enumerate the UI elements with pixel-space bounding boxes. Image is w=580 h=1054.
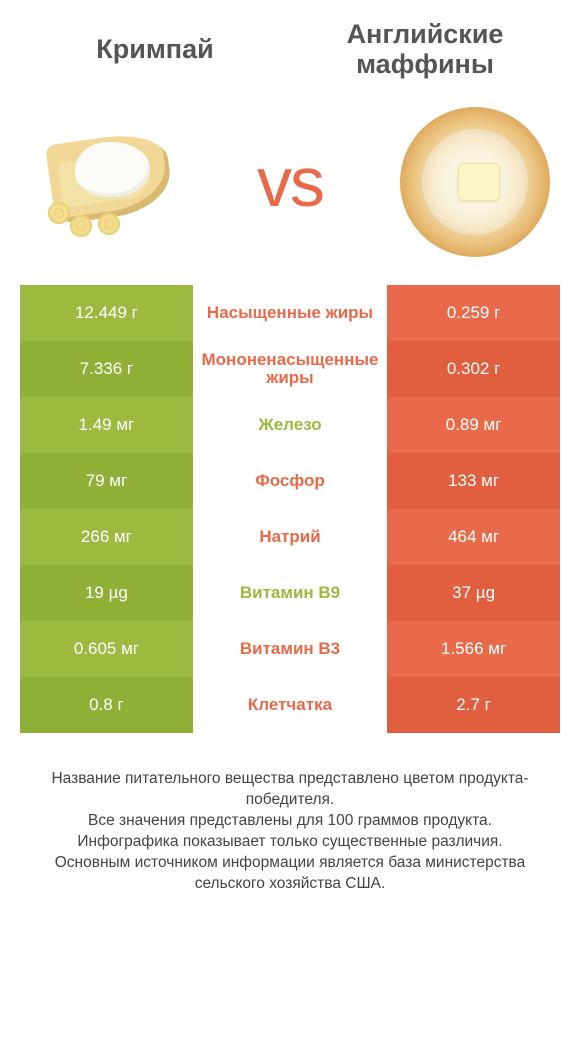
value-right: 37 µg <box>387 565 560 621</box>
value-left: 0.8 г <box>20 677 193 733</box>
nutrient-label: Насыщенные жиры <box>193 285 387 341</box>
value-right: 2.7 г <box>387 677 560 733</box>
hero-row: vs <box>20 97 560 267</box>
value-left: 79 мг <box>20 453 193 509</box>
value-right: 464 мг <box>387 509 560 565</box>
infographic: Кримпай Английские маффины vs 12.449 гНа… <box>0 0 580 925</box>
food-left-image <box>20 97 190 267</box>
nutrient-label: Витамин B9 <box>193 565 387 621</box>
value-left: 0.605 мг <box>20 621 193 677</box>
food-right-image <box>390 97 560 267</box>
table-row: 266 мгНатрий464 мг <box>20 509 560 565</box>
table-row: 1.49 мгЖелезо0.89 мг <box>20 397 560 453</box>
cream-pie-icon <box>20 107 190 257</box>
nutrient-label: Натрий <box>193 509 387 565</box>
value-right: 0.302 г <box>387 341 560 397</box>
nutrient-label: Мононенасыщенные жиры <box>193 341 387 397</box>
value-left: 266 мг <box>20 509 193 565</box>
footnote: Название питательного вещества представл… <box>20 769 560 895</box>
table-row: 0.605 мгВитамин B31.566 мг <box>20 621 560 677</box>
value-left: 12.449 г <box>20 285 193 341</box>
value-right: 1.566 мг <box>387 621 560 677</box>
nutrient-label: Железо <box>193 397 387 453</box>
value-right: 0.89 мг <box>387 397 560 453</box>
value-left: 7.336 г <box>20 341 193 397</box>
title-row: Кримпай Английские маффины <box>20 20 560 79</box>
value-left: 1.49 мг <box>20 397 193 453</box>
table-row: 12.449 гНасыщенные жиры0.259 г <box>20 285 560 341</box>
value-left: 19 µg <box>20 565 193 621</box>
table-row: 7.336 гМононенасыщенные жиры0.302 г <box>20 341 560 397</box>
comparison-table: 12.449 гНасыщенные жиры0.259 г7.336 гМон… <box>20 285 560 733</box>
vs-label: vs <box>257 142 323 222</box>
value-right: 133 мг <box>387 453 560 509</box>
nutrient-label: Клетчатка <box>193 677 387 733</box>
nutrient-label: Витамин B3 <box>193 621 387 677</box>
title-right: Английские маффины <box>290 20 560 79</box>
table-row: 19 µgВитамин B937 µg <box>20 565 560 621</box>
table-row: 0.8 гКлетчатка2.7 г <box>20 677 560 733</box>
table-row: 79 мгФосфор133 мг <box>20 453 560 509</box>
english-muffin-icon <box>390 97 560 267</box>
title-left: Кримпай <box>20 20 290 79</box>
nutrient-label: Фосфор <box>193 453 387 509</box>
value-right: 0.259 г <box>387 285 560 341</box>
